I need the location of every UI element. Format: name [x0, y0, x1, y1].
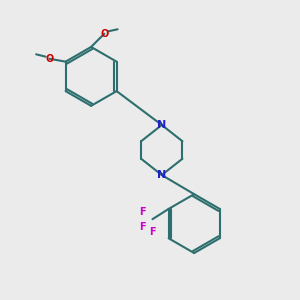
- Text: F: F: [139, 222, 146, 232]
- Text: O: O: [45, 54, 53, 64]
- Text: F: F: [149, 226, 156, 237]
- Text: N: N: [157, 170, 167, 180]
- Text: O: O: [100, 29, 109, 39]
- Text: N: N: [157, 120, 167, 130]
- Text: F: F: [139, 207, 146, 217]
